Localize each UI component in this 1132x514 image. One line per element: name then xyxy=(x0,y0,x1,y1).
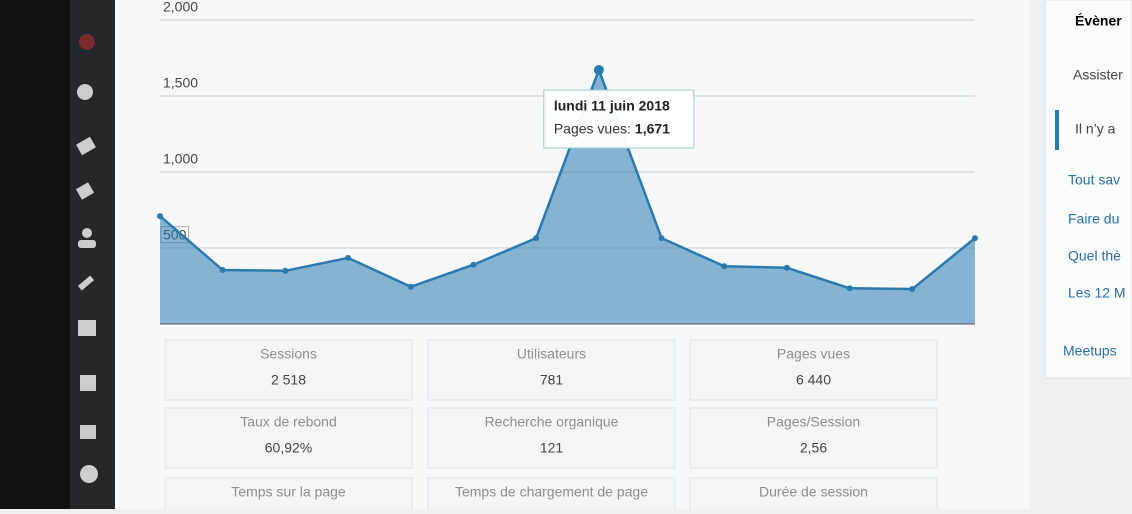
stat-value: 121 xyxy=(540,440,564,456)
stat-box xyxy=(689,477,938,514)
stat-label: Sessions xyxy=(260,346,317,362)
data-point xyxy=(345,254,352,261)
data-point xyxy=(470,261,477,268)
side-panel-title: Évèner xyxy=(1075,13,1122,29)
data-point xyxy=(533,235,540,242)
y-tick-label: 1,000 xyxy=(163,151,198,167)
side-panel-item: Assister xyxy=(1073,67,1123,83)
stat-label: Pages vues xyxy=(777,346,850,362)
stat-value: 781 xyxy=(540,372,564,388)
data-point xyxy=(721,263,728,270)
tooltip-label: Pages vues: xyxy=(554,121,631,137)
stat-label: Recherche organique xyxy=(485,414,619,430)
stat-box xyxy=(427,407,676,469)
stat-label: Utilisateurs xyxy=(517,346,586,362)
side-panel-item[interactable]: Meetups xyxy=(1063,343,1117,359)
stat-value: 2 518 xyxy=(271,372,306,388)
data-point xyxy=(846,285,853,292)
tooltip-value: 1,671 xyxy=(635,121,670,137)
stat-box xyxy=(427,477,676,514)
data-point xyxy=(783,264,790,271)
tooltip-title: lundi 11 juin 2018 xyxy=(554,98,670,114)
stat-box xyxy=(689,407,938,469)
stat-box xyxy=(164,407,413,469)
tooltip-box xyxy=(543,89,695,149)
data-point xyxy=(972,235,978,242)
active-indicator xyxy=(1055,110,1059,150)
data-point xyxy=(407,283,414,290)
tooltip: lundi 11 juin 2018 Pages vues: 1,671 xyxy=(543,89,695,149)
data-point xyxy=(593,65,604,76)
stat-label: Taux de rebond xyxy=(240,414,337,430)
y-tick-label: 1,500 xyxy=(163,75,198,91)
data-point xyxy=(219,267,226,274)
data-point xyxy=(909,286,916,293)
area xyxy=(160,70,975,325)
sidebar-icons xyxy=(75,34,98,483)
side-panel xyxy=(1044,0,1132,379)
y-tick-label: 2,000 xyxy=(163,0,198,15)
bezel xyxy=(0,0,70,509)
side-panel-item[interactable]: Faire du xyxy=(1068,211,1119,227)
stat-box xyxy=(164,477,413,514)
stat-box xyxy=(427,339,676,401)
stat-value: 60,92% xyxy=(265,440,312,456)
stat-value: 2,56 xyxy=(800,440,827,456)
line xyxy=(159,66,976,291)
side-panel-item[interactable]: Tout sav xyxy=(1068,172,1120,188)
side-panel-item[interactable]: Quel thè xyxy=(1068,248,1121,264)
stat-label: Temps de chargement de page xyxy=(455,484,648,500)
stat-box xyxy=(164,339,413,401)
stat-box xyxy=(689,339,938,401)
data-point xyxy=(157,213,163,220)
stat-label: Durée de session xyxy=(759,484,868,500)
stat-label: Pages/Session xyxy=(767,414,860,430)
data-point xyxy=(658,235,665,242)
side-panel-item[interactable]: Les 12 M xyxy=(1068,285,1126,301)
stat-value: 6 440 xyxy=(796,372,831,388)
admin-sidebar xyxy=(70,0,115,509)
side-panel-item: Il n’y a xyxy=(1075,121,1116,137)
data-point xyxy=(282,267,289,274)
stat-label: Temps sur la page xyxy=(231,484,346,500)
